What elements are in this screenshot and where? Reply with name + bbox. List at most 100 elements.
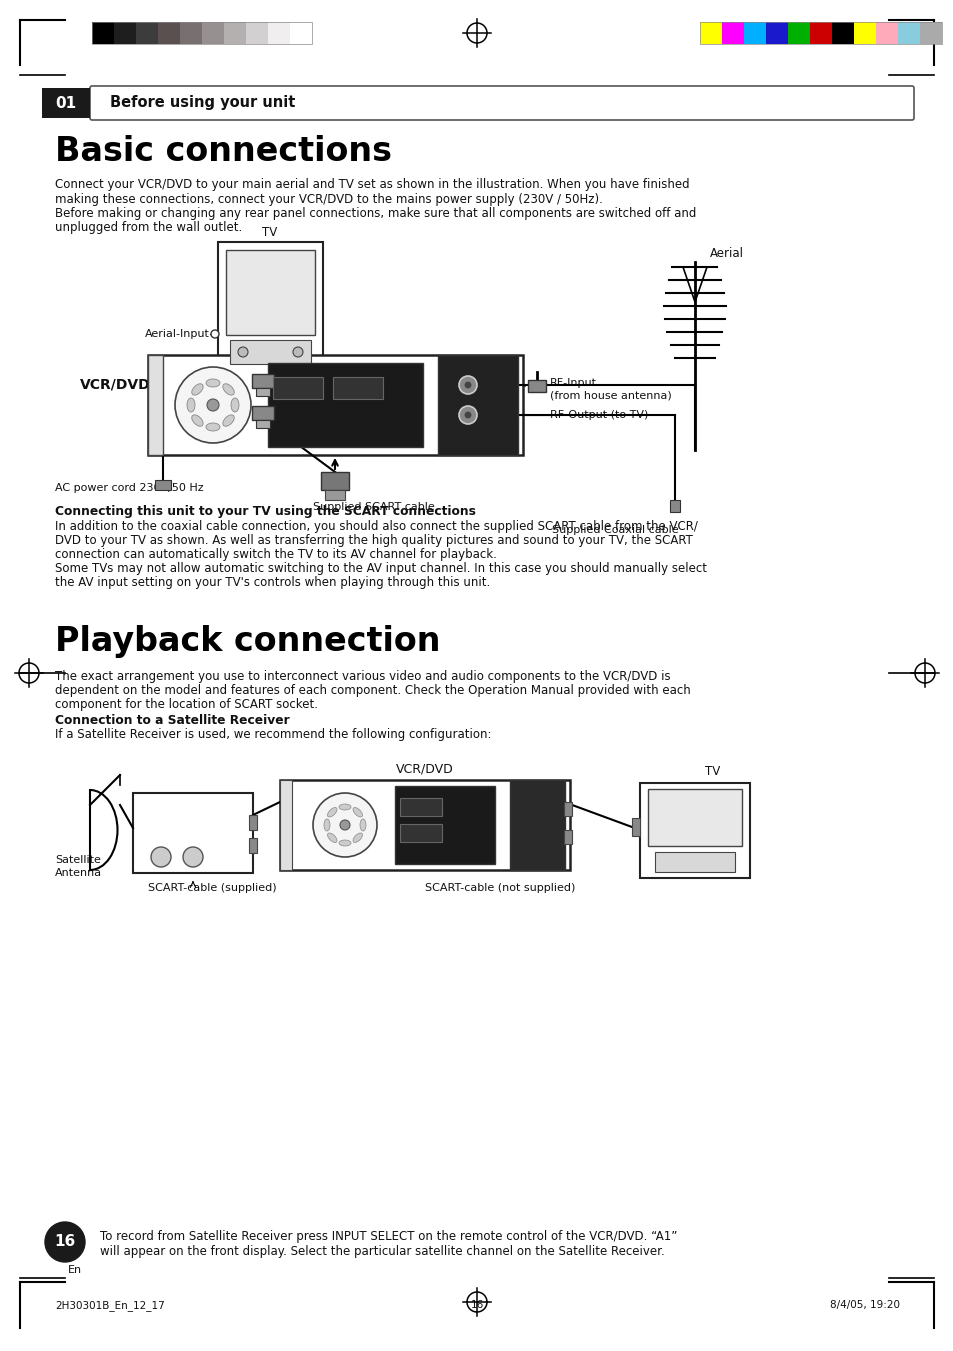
Ellipse shape xyxy=(206,423,220,431)
Bar xyxy=(325,490,345,500)
Bar xyxy=(202,22,224,45)
Bar xyxy=(809,22,831,45)
Text: AV OUTPUT: AV OUTPUT xyxy=(325,367,365,374)
Bar xyxy=(91,22,113,45)
Circle shape xyxy=(174,367,251,443)
Bar xyxy=(897,22,919,45)
Text: DVD to your TV as shown. As well as transferring the high quality pictures and s: DVD to your TV as shown. As well as tran… xyxy=(55,534,692,547)
Bar xyxy=(333,377,382,399)
Bar xyxy=(148,355,522,455)
Bar xyxy=(280,780,292,870)
Ellipse shape xyxy=(338,804,351,811)
Text: dependent on the model and features of each component. Check the Operation Manua: dependent on the model and features of e… xyxy=(55,684,690,697)
Bar xyxy=(647,789,741,846)
Text: Receiver: Receiver xyxy=(162,824,223,838)
Bar xyxy=(320,471,349,490)
Text: To SCART socket: To SCART socket xyxy=(278,373,369,382)
FancyBboxPatch shape xyxy=(90,86,913,120)
Bar xyxy=(399,824,441,842)
Bar xyxy=(563,802,572,816)
Text: AV OUTPUT: AV OUTPUT xyxy=(399,790,439,796)
Text: 01: 01 xyxy=(55,96,76,111)
Bar xyxy=(91,22,312,45)
Bar xyxy=(765,22,787,45)
Bar xyxy=(831,22,853,45)
Ellipse shape xyxy=(223,415,234,427)
Bar xyxy=(669,500,679,512)
Circle shape xyxy=(207,399,219,411)
Ellipse shape xyxy=(324,819,330,831)
Ellipse shape xyxy=(192,415,203,427)
Bar xyxy=(563,830,572,844)
Text: Connecting this unit to your TV using the SCART connections: Connecting this unit to your TV using th… xyxy=(55,505,476,517)
Text: Antenna: Antenna xyxy=(55,867,102,878)
Bar xyxy=(226,250,314,335)
Bar xyxy=(136,22,158,45)
Text: AC power cord 230V/50 Hz: AC power cord 230V/50 Hz xyxy=(55,484,203,493)
Circle shape xyxy=(237,347,248,357)
Text: VCR/DVD: VCR/DVD xyxy=(80,378,151,392)
Text: Playback connection: Playback connection xyxy=(55,626,440,658)
Ellipse shape xyxy=(359,819,366,831)
Circle shape xyxy=(45,1223,85,1262)
Bar xyxy=(158,22,180,45)
Bar xyxy=(743,22,765,45)
Ellipse shape xyxy=(327,834,336,843)
Text: In addition to the coaxial cable connection, you should also connect the supplie: In addition to the coaxial cable connect… xyxy=(55,520,698,534)
Text: the AV input setting on your TV's controls when playing through this unit.: the AV input setting on your TV's contro… xyxy=(55,576,490,589)
Bar xyxy=(132,793,253,873)
Text: will appear on the front display. Select the particular satellite channel on the: will appear on the front display. Select… xyxy=(100,1246,664,1258)
Text: (from house antenna): (from house antenna) xyxy=(550,390,671,400)
Text: component for the location of SCART socket.: component for the location of SCART sock… xyxy=(55,698,317,711)
Circle shape xyxy=(463,381,472,389)
Bar xyxy=(113,22,136,45)
Circle shape xyxy=(339,820,350,830)
Circle shape xyxy=(458,407,476,424)
Text: 2H30301B_En_12_17: 2H30301B_En_12_17 xyxy=(55,1300,165,1310)
Bar xyxy=(256,388,271,396)
Bar xyxy=(700,22,941,45)
Bar xyxy=(875,22,897,45)
Text: 8/4/05, 19:20: 8/4/05, 19:20 xyxy=(829,1300,899,1310)
Bar xyxy=(230,340,311,363)
Ellipse shape xyxy=(206,380,220,386)
Text: RF-Output (to TV): RF-Output (to TV) xyxy=(550,409,648,420)
Bar xyxy=(273,377,323,399)
Text: DECODER/EXTERNAL SCART Socket (AV2): DECODER/EXTERNAL SCART Socket (AV2) xyxy=(278,386,505,397)
Text: Some TVs may not allow automatic switching to the AV input channel. In this case: Some TVs may not allow automatic switchi… xyxy=(55,562,706,576)
Bar xyxy=(395,786,495,865)
Text: RF-Input: RF-Input xyxy=(550,378,597,388)
Bar xyxy=(154,480,171,490)
Bar xyxy=(253,374,274,388)
Bar xyxy=(721,22,743,45)
Text: If a Satellite Receiver is used, we recommend the following configuration:: If a Satellite Receiver is used, we reco… xyxy=(55,728,491,740)
Text: Satellite: Satellite xyxy=(164,808,222,821)
Circle shape xyxy=(293,347,303,357)
Bar xyxy=(180,22,202,45)
Circle shape xyxy=(458,376,476,394)
Text: Basic connections: Basic connections xyxy=(55,135,392,168)
Text: Before making or changing any rear panel connections, make sure that all compone: Before making or changing any rear panel… xyxy=(55,207,696,220)
Bar xyxy=(510,780,564,870)
Ellipse shape xyxy=(192,384,203,394)
Circle shape xyxy=(313,793,376,857)
Bar xyxy=(268,363,422,447)
Bar xyxy=(437,355,517,455)
Bar xyxy=(256,420,271,428)
Bar xyxy=(218,242,323,372)
Text: SCART-cable (supplied): SCART-cable (supplied) xyxy=(148,884,276,893)
Text: SCART-cable (not supplied): SCART-cable (not supplied) xyxy=(424,884,575,893)
Text: SCART: SCART xyxy=(273,367,295,374)
Bar xyxy=(787,22,809,45)
Text: Satellite: Satellite xyxy=(55,855,101,865)
Ellipse shape xyxy=(338,840,351,846)
Bar xyxy=(399,798,441,816)
Bar xyxy=(148,355,163,455)
Circle shape xyxy=(463,411,472,419)
Ellipse shape xyxy=(353,808,362,817)
Bar xyxy=(631,817,639,836)
Text: connection can automatically switch the TV to its AV channel for playback.: connection can automatically switch the … xyxy=(55,549,497,561)
Text: Aerial-Input: Aerial-Input xyxy=(145,330,210,339)
Text: The exact arrangement you use to interconnect various video and audio components: The exact arrangement you use to interco… xyxy=(55,670,670,684)
Bar xyxy=(246,22,268,45)
